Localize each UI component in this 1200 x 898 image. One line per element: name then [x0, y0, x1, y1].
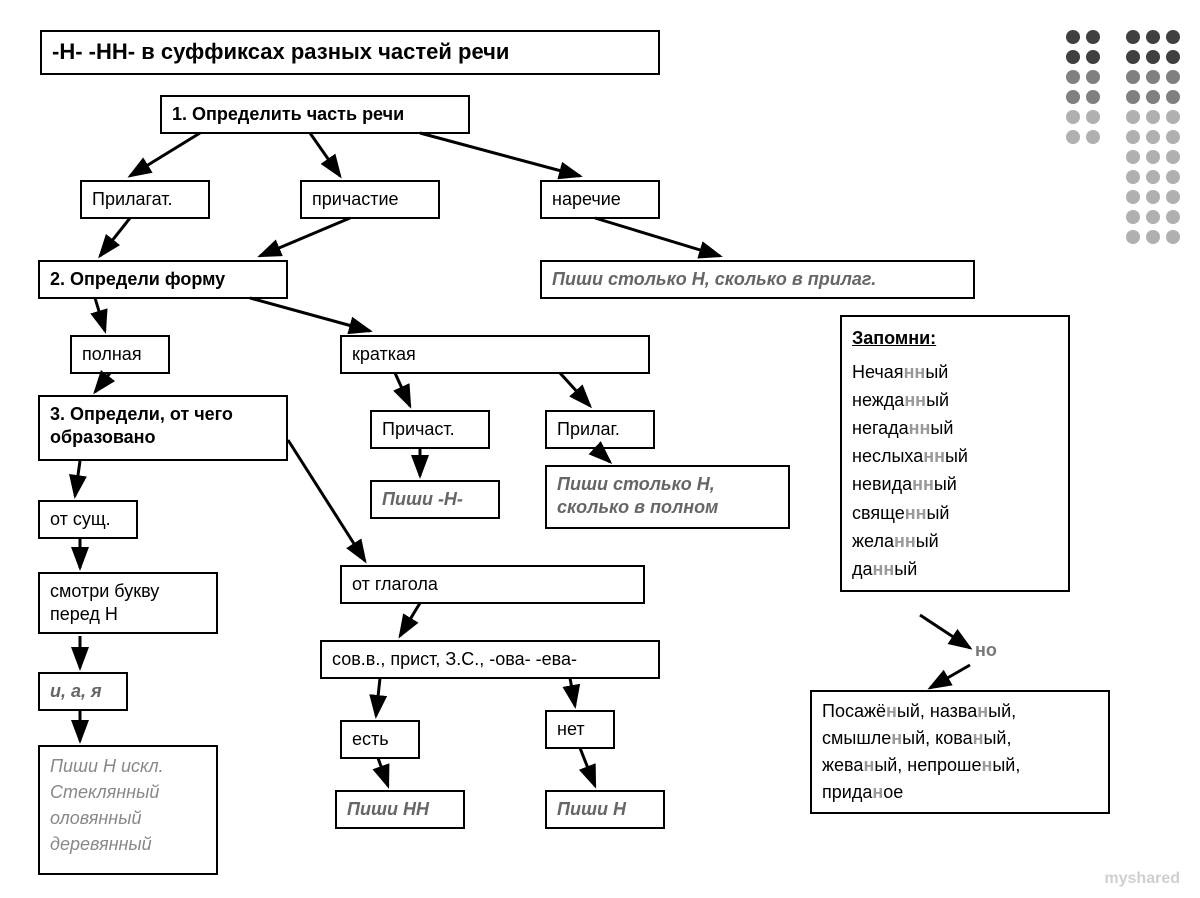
remember-box: Запомни: Нечаянный нежданный негаданный … [840, 315, 1070, 592]
rule-nn-box: Пиши НН [335, 790, 465, 829]
adverb-box: наречие [540, 180, 660, 219]
adverb-text: наречие [552, 189, 621, 209]
rem-item-2: негаданный [852, 415, 1058, 441]
yes-box: есть [340, 720, 420, 759]
rule-full-box: Пиши столько Н, сколько в полном [545, 465, 790, 529]
excl3: деревянный [50, 831, 206, 857]
look-letter-box: смотри букву перед Н [38, 572, 218, 634]
exc2-line3: жеваный, непрошеный, [822, 755, 1020, 775]
excl1: Стеклянный [50, 779, 206, 805]
step3-text: 3. Определи, от чего образовано [50, 404, 233, 447]
title-text: -Н- -НН- в суффиксах разных частей речи [52, 39, 509, 64]
from-verb-text: от глагола [352, 574, 438, 594]
adverb-rule-box: Пиши столько Н, сколько в прилаг. [540, 260, 975, 299]
from-noun-text: от сущ. [50, 509, 111, 529]
rem-item-3: неслыханный [852, 443, 1058, 469]
exc2-line1: Посажёный, названый, [822, 701, 1016, 721]
but-label: но [975, 640, 997, 661]
step1-text: 1. Определить часть речи [172, 104, 404, 124]
aspect-text: сов.в., прист, З.С., -ова- -ева- [332, 649, 577, 669]
excl-title: Пиши Н искл. [50, 753, 206, 779]
short-adj-box: Прилаг. [545, 410, 655, 449]
dot-grid-decoration [1066, 30, 1180, 244]
rule-n2-text: Пиши Н [557, 799, 626, 819]
from-verb-box: от глагола [340, 565, 645, 604]
short-text: краткая [352, 344, 416, 364]
step2-text: 2. Определи форму [50, 269, 225, 289]
adverb-rule-text: Пиши столько Н, сколько в прилаг. [552, 269, 876, 289]
full-box: полная [70, 335, 170, 374]
short-part-text: Причаст. [382, 419, 455, 439]
from-noun-box: от сущ. [38, 500, 138, 539]
exc2-line4: приданое [822, 782, 903, 802]
rem-item-6: желанный [852, 528, 1058, 554]
no-box: нет [545, 710, 615, 749]
title-box: -Н- -НН- в суффиксах разных частей речи [40, 30, 660, 75]
participle-box: причастие [300, 180, 440, 219]
short-part-box: Причаст. [370, 410, 490, 449]
rule-n-text: Пиши -Н- [382, 489, 463, 509]
rule-n-box: Пиши -Н- [370, 480, 500, 519]
rem-item-7: данный [852, 556, 1058, 582]
participle-text: причастие [312, 189, 399, 209]
yes-text: есть [352, 729, 389, 749]
rem-item-4: невиданный [852, 471, 1058, 497]
exc2-line2: смышленый, кованый, [822, 728, 1011, 748]
rem-item-5: священный [852, 500, 1058, 526]
rule-n2-box: Пиши Н [545, 790, 665, 829]
short-adj-text: Прилаг. [557, 419, 620, 439]
step2-box: 2. Определи форму [38, 260, 288, 299]
aspect-box: сов.в., прист, З.С., -ова- -ева- [320, 640, 660, 679]
adjective-box: Прилагат. [80, 180, 210, 219]
step3-box: 3. Определи, от чего образовано [38, 395, 288, 461]
rule-nn-text: Пиши НН [347, 799, 429, 819]
step1-box: 1. Определить часть речи [160, 95, 470, 134]
excl2: оловянный [50, 805, 206, 831]
rule-full-text: Пиши столько Н, сколько в полном [557, 474, 718, 517]
rem-item-1: нежданный [852, 387, 1058, 413]
adjective-text: Прилагат. [92, 189, 173, 209]
short-box: краткая [340, 335, 650, 374]
exclusion-left-box: Пиши Н искл. Стеклянный оловянный деревя… [38, 745, 218, 875]
full-text: полная [82, 344, 142, 364]
no-text: нет [557, 719, 585, 739]
watermark: myshared [1104, 870, 1180, 888]
letters-box: и, а, я [38, 672, 128, 711]
exception2-box: Посажёный, названый, смышленый, кованый,… [810, 690, 1110, 814]
look-letter-text: смотри букву перед Н [50, 581, 159, 624]
rem-item-0: Нечаянный [852, 359, 1058, 385]
remember-title: Запомни: [852, 325, 1058, 351]
letters-text: и, а, я [50, 681, 102, 701]
